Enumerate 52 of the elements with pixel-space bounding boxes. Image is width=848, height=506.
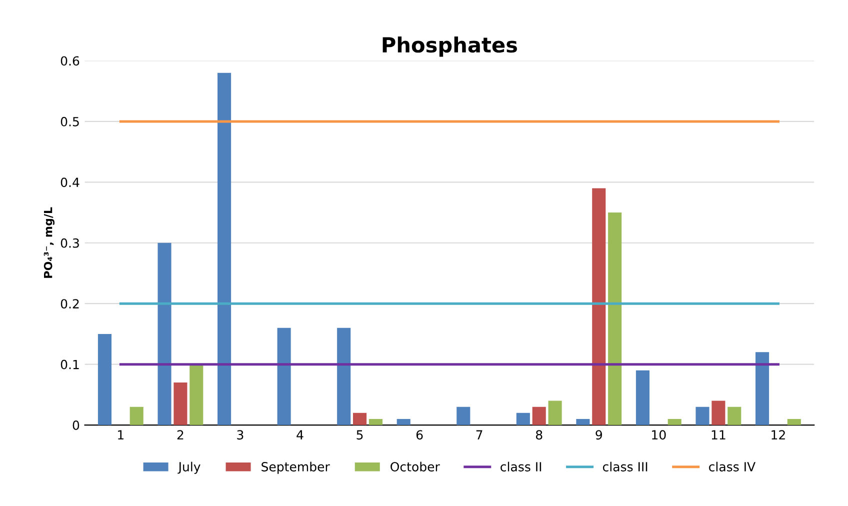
- chart-title: Phosphates: [382, 36, 518, 57]
- bar: [668, 418, 682, 426]
- bar: [532, 406, 546, 426]
- y-tick-label: 0.5: [60, 116, 79, 126]
- y-tick-label: 0.1: [60, 360, 79, 370]
- x-tick-label: 1: [118, 430, 124, 440]
- x-tick-label: 2: [177, 430, 184, 440]
- x-tick-label: 8: [536, 430, 542, 440]
- x-tick-label: 5: [356, 430, 363, 440]
- y-tick-label: 0.4: [60, 178, 80, 188]
- bar: [516, 412, 530, 426]
- bar: [98, 334, 112, 426]
- legend-label: class III: [602, 462, 648, 472]
- bar: [548, 400, 562, 426]
- bar: [576, 418, 590, 426]
- bar: [712, 400, 726, 426]
- bar: [787, 418, 801, 426]
- legend-label: October: [390, 462, 440, 472]
- y-axis-title: PO₄³⁻, mg/L: [44, 207, 55, 278]
- x-tick-label: 3: [237, 430, 244, 440]
- bar: [728, 406, 742, 426]
- x-tick-label: 12: [772, 430, 785, 440]
- bar: [368, 418, 382, 426]
- y-tick-label: 0.6: [60, 56, 80, 66]
- bar: [756, 352, 770, 426]
- bar: [337, 328, 351, 426]
- bar: [608, 212, 622, 426]
- y-tick-label: 0.3: [60, 238, 79, 248]
- bar: [456, 406, 470, 426]
- bar: [592, 188, 606, 426]
- bar: [636, 370, 650, 426]
- x-tick-label: 7: [476, 430, 482, 440]
- bar: [158, 242, 172, 426]
- legend-label: September: [262, 462, 330, 474]
- bar: [353, 412, 367, 426]
- x-tick-label: 4: [296, 430, 304, 440]
- bar: [130, 406, 144, 426]
- legend-label: July: [178, 462, 200, 474]
- x-tick-label: 10: [652, 430, 666, 440]
- bar: [218, 72, 232, 426]
- bar: [190, 364, 204, 426]
- bar: [277, 328, 291, 426]
- y-tick-label: 0: [72, 420, 80, 430]
- y-tick-label: 0.2: [60, 299, 79, 309]
- legend-label: class IV: [709, 462, 756, 472]
- bar: [696, 406, 710, 426]
- bar: [174, 382, 188, 426]
- x-tick-label: 6: [416, 430, 423, 440]
- bar: [396, 418, 410, 426]
- x-tick-label: 9: [596, 430, 602, 440]
- x-tick-label: 11: [712, 430, 726, 440]
- legend-label: class II: [500, 462, 542, 472]
